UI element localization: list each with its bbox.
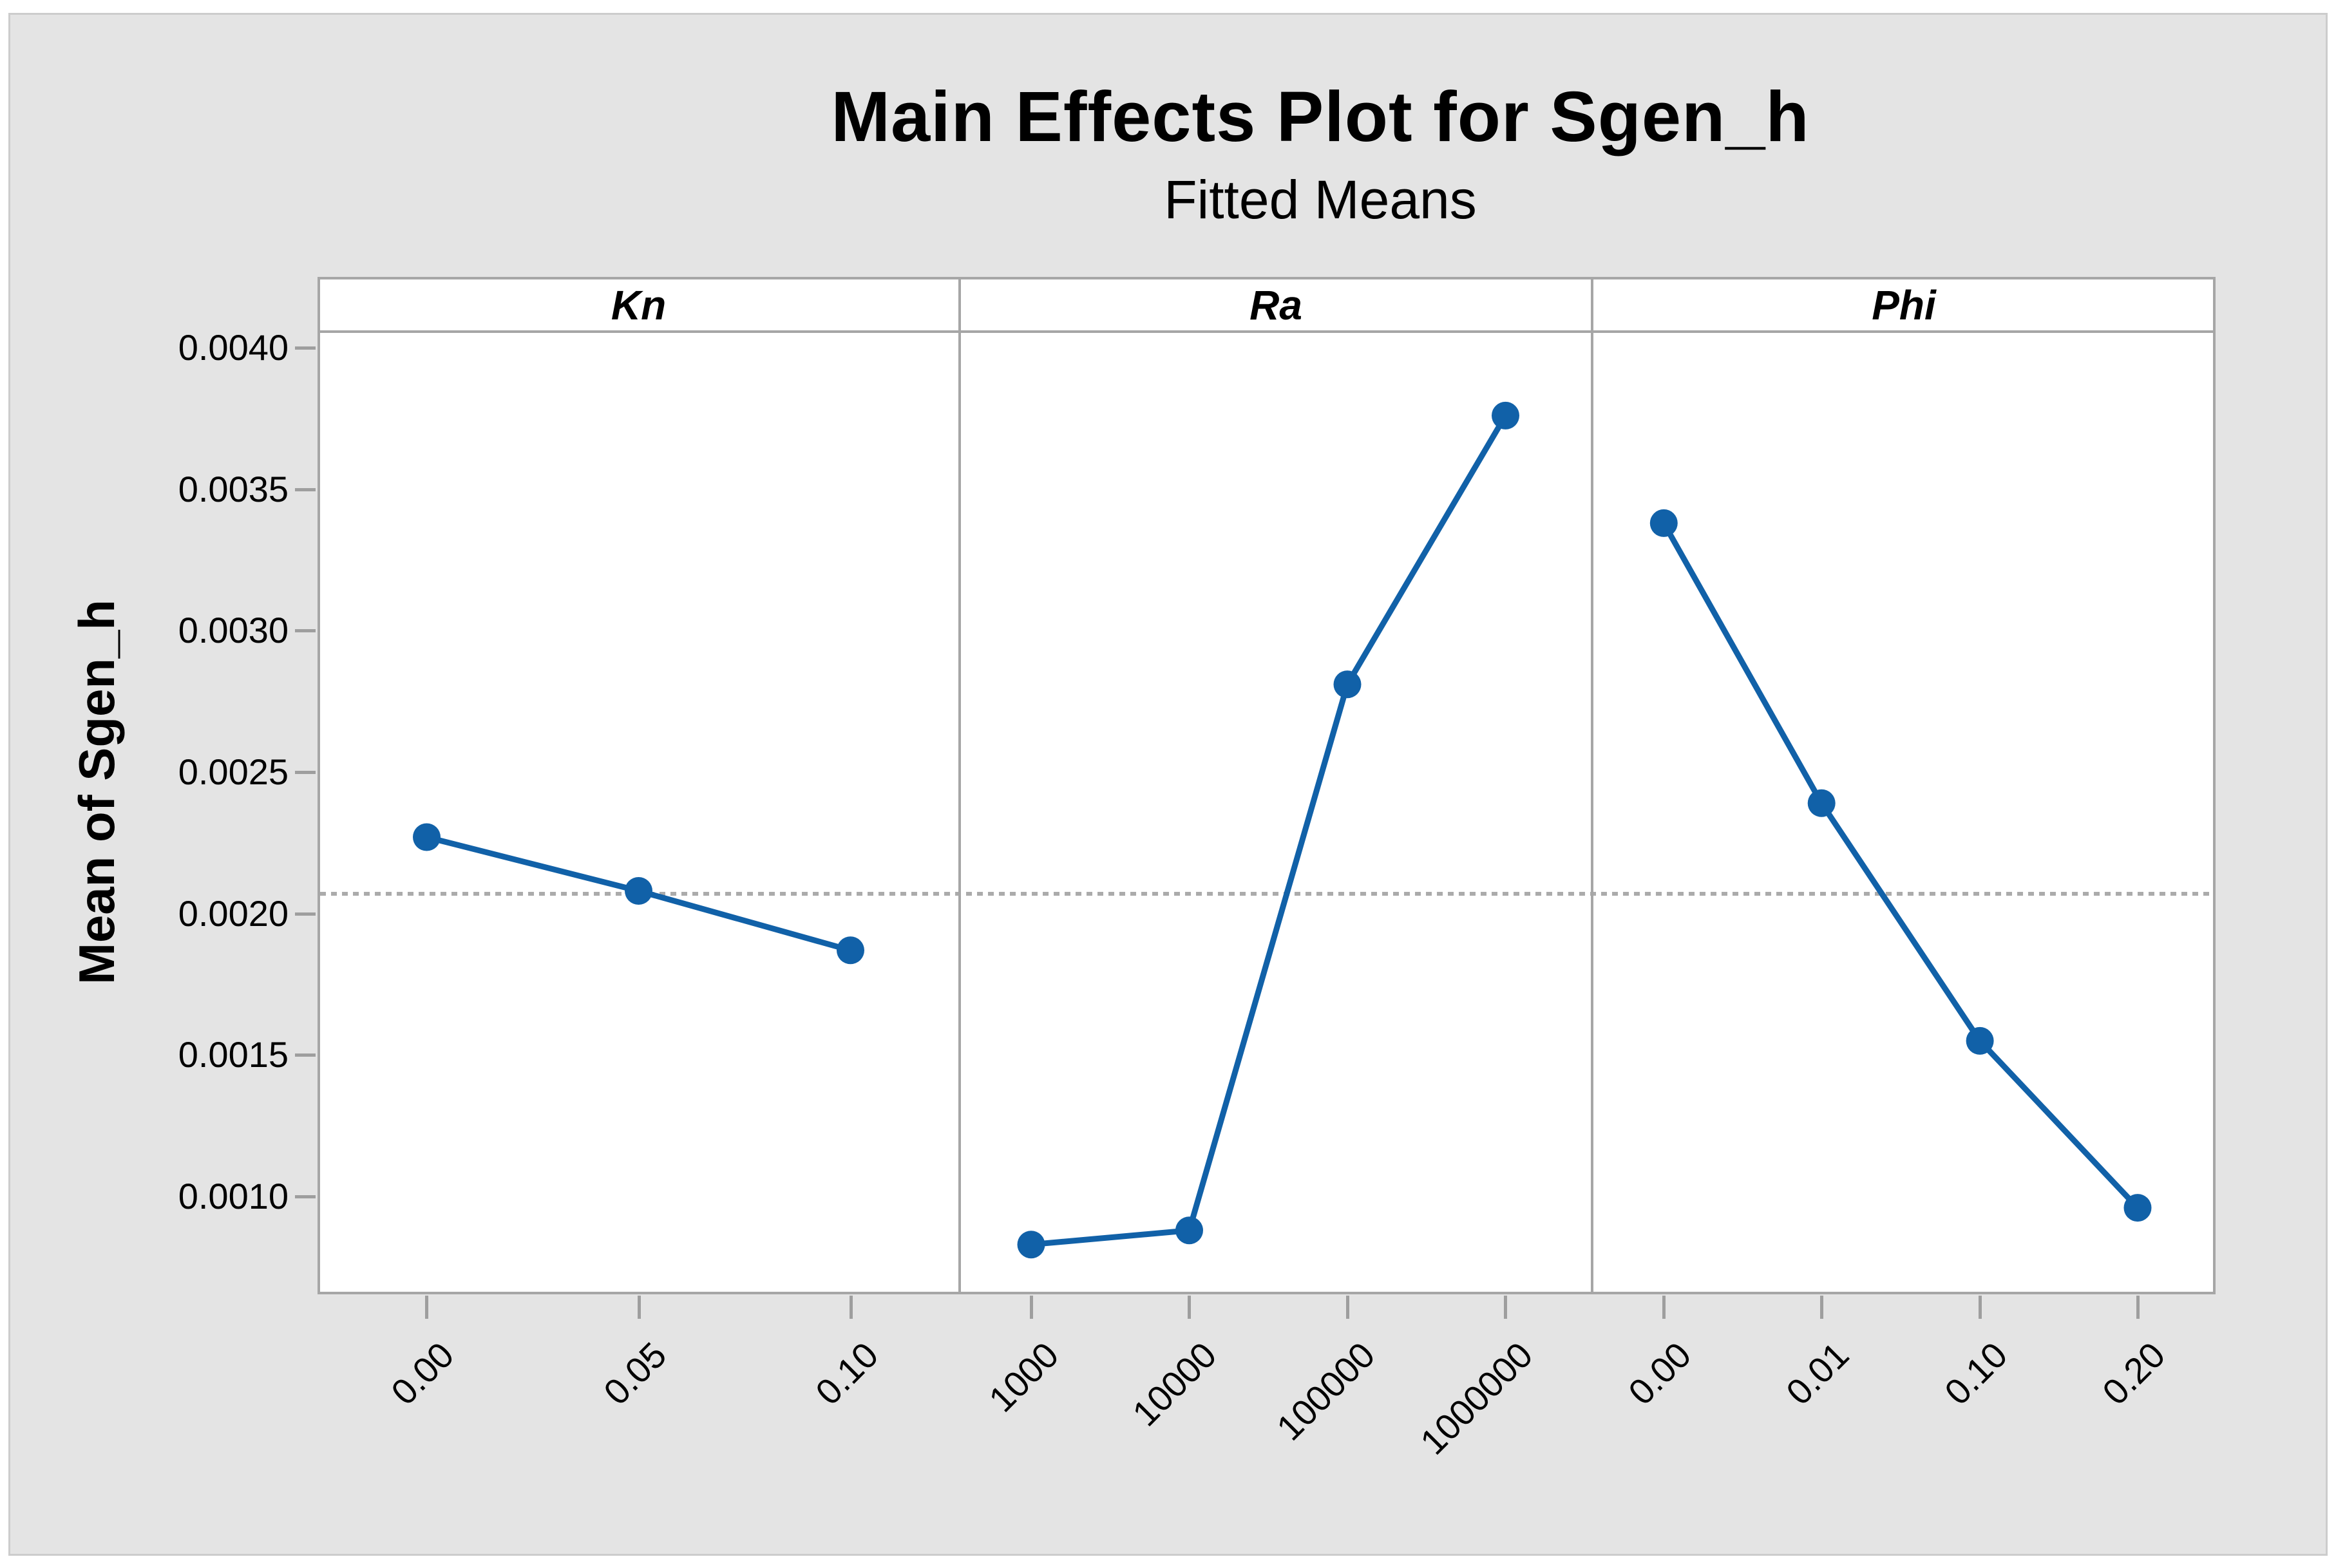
plot-area <box>318 330 2216 1294</box>
panel-series-phi <box>1649 509 2152 1222</box>
data-point-ra-1000000[interactable] <box>1492 401 1519 430</box>
y-tick-label: 0.0020 <box>178 893 289 934</box>
panel-header-strip <box>318 277 2216 333</box>
x-tick-mark <box>1188 1296 1192 1319</box>
y-tick-label: 0.0030 <box>178 610 289 651</box>
y-tick-mark <box>295 771 316 774</box>
y-tick-mark <box>295 487 316 491</box>
panel-divider <box>958 277 961 1294</box>
y-tick-mark <box>295 629 316 633</box>
grand-mean-reference-line <box>320 891 2213 896</box>
panel-header-phi: Phi <box>1872 282 1936 328</box>
x-tick-mark <box>1504 1296 1508 1319</box>
y-tick-label: 0.0025 <box>178 751 289 792</box>
data-point-ra-10000[interactable] <box>1175 1216 1203 1245</box>
series-line-phi[interactable] <box>1661 522 2140 1210</box>
data-point-ra-1000[interactable] <box>1017 1231 1045 1259</box>
panel-header-ra: Ra <box>1249 282 1302 328</box>
data-point-kn-0.00[interactable] <box>413 823 441 851</box>
x-tick-mark <box>1345 1296 1349 1319</box>
x-tick-mark <box>1979 1296 1982 1319</box>
chart-title: Main Effects Plot for Sgen_h <box>831 77 1810 156</box>
x-tick-mark <box>2136 1296 2140 1319</box>
x-tick-mark <box>637 1296 641 1319</box>
data-point-ra-100000[interactable] <box>1333 670 1362 699</box>
data-point-phi-0.01[interactable] <box>1807 789 1836 817</box>
data-point-kn-0.10[interactable] <box>837 936 864 965</box>
panel-divider <box>1591 277 1593 1294</box>
data-point-phi-0.10[interactable] <box>1966 1026 1994 1055</box>
data-point-phi-0.20[interactable] <box>2123 1194 2152 1222</box>
series-line-ra[interactable] <box>1030 414 1508 1248</box>
y-tick-label: 0.0010 <box>178 1176 289 1216</box>
x-tick-mark <box>1662 1296 1666 1319</box>
data-point-phi-0.00[interactable] <box>1649 509 1678 537</box>
panel-series-kn <box>413 823 864 965</box>
y-tick-mark <box>295 346 316 350</box>
x-tick-mark <box>425 1296 429 1319</box>
y-tick-mark <box>295 912 316 916</box>
x-tick-mark <box>1029 1296 1033 1319</box>
y-tick-label: 0.0035 <box>178 468 289 509</box>
y-tick-mark <box>295 1195 316 1198</box>
data-point-kn-0.05[interactable] <box>625 877 652 905</box>
x-tick-mark <box>1820 1296 1824 1319</box>
panel-header-kn: Kn <box>611 282 667 328</box>
y-tick-label: 0.0015 <box>178 1034 289 1075</box>
y-tick-label: 0.0040 <box>178 327 289 368</box>
y-tick-mark <box>295 1053 316 1057</box>
x-tick-mark <box>849 1296 853 1319</box>
chart-subtitle: Fitted Means <box>1164 169 1477 230</box>
panel-series-ra <box>1017 401 1519 1259</box>
